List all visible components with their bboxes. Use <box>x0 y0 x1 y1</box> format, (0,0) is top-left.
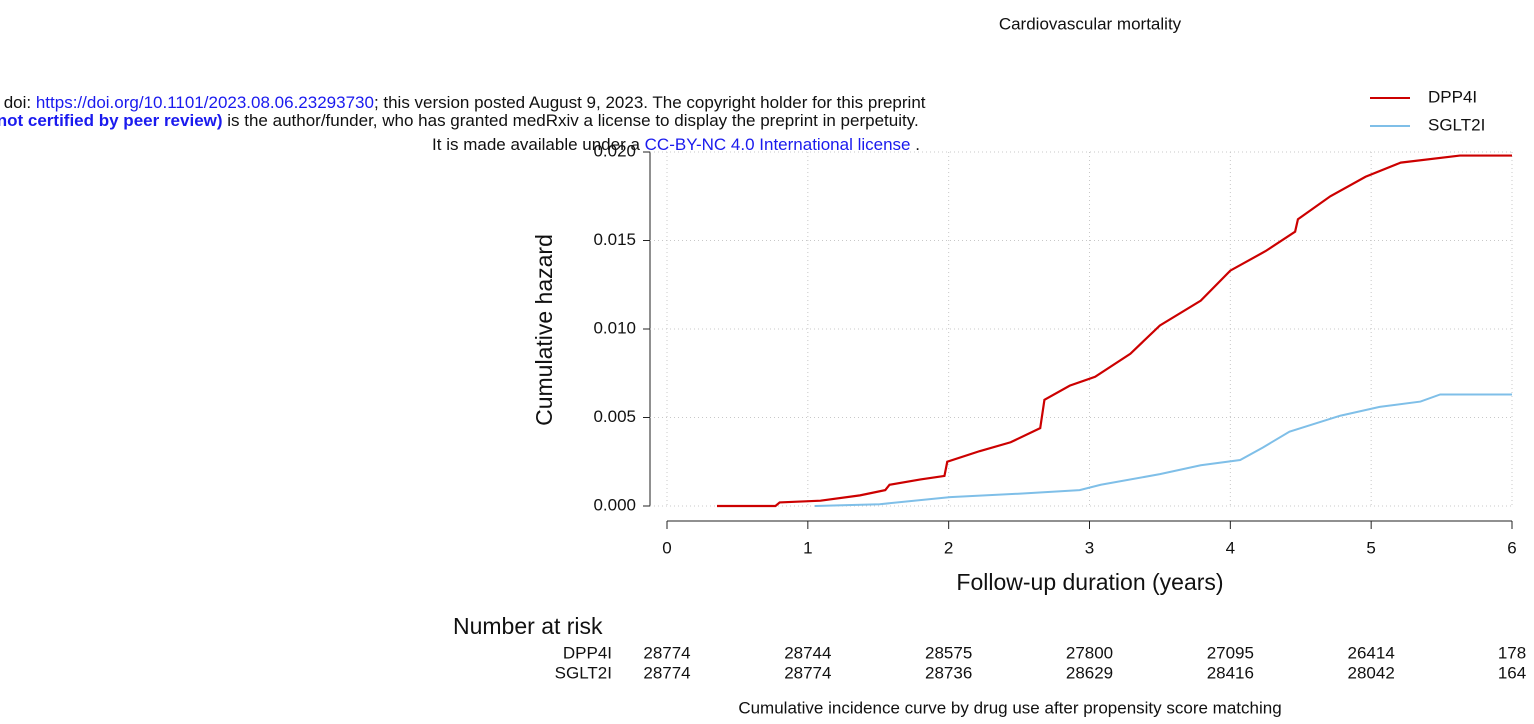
banner-text: It is made available under a <box>432 135 645 154</box>
doi-link[interactable]: https://doi.org/10.1101/2023.08.06.23293… <box>36 93 374 112</box>
risk-value: 178 <box>1498 643 1526 662</box>
risk-row-label: SGLT2I <box>555 663 612 682</box>
legend-label: DPP4I <box>1428 87 1477 106</box>
banner-line: It is made available under a CC-BY-NC 4.… <box>432 135 920 154</box>
x-tick-label: 1 <box>803 538 812 557</box>
banner-text: medRxiv preprint doi: <box>0 93 36 112</box>
risk-value: 28416 <box>1207 663 1254 682</box>
risk-value: 164 <box>1498 663 1526 682</box>
x-tick-label: 4 <box>1226 538 1235 557</box>
banner-text: . <box>911 135 920 154</box>
risk-value: 28774 <box>643 663 690 682</box>
risk-value: 27800 <box>1066 643 1113 662</box>
license-link[interactable]: CC-BY-NC 4.0 International license <box>645 135 911 154</box>
banner-text: ; this version posted August 9, 2023. Th… <box>374 93 926 112</box>
risk-value: 26414 <box>1348 643 1395 662</box>
y-tick-label: 0.005 <box>593 407 636 426</box>
risk-value: 28736 <box>925 663 972 682</box>
risk-value: 28042 <box>1348 663 1395 682</box>
risk-title: Number at risk <box>453 613 603 639</box>
y-axis-label: Cumulative hazard <box>531 234 557 426</box>
x-tick-label: 0 <box>662 538 671 557</box>
risk-value: 28744 <box>784 643 831 662</box>
x-axis-label: Follow-up duration (years) <box>956 569 1223 595</box>
line-series <box>814 393 1512 507</box>
banner-line: (which was not certified by peer review)… <box>0 111 919 130</box>
banner-line: medRxiv preprint doi: https://doi.org/10… <box>0 93 926 112</box>
x-tick-label: 3 <box>1085 538 1094 557</box>
risk-value: 28575 <box>925 643 972 662</box>
risk-row-label: DPP4I <box>563 643 612 662</box>
caption: Cumulative incidence curve by drug use a… <box>738 698 1281 717</box>
risk-value: 27095 <box>1207 643 1254 662</box>
chart-title: Cardiovascular mortality <box>999 14 1182 33</box>
risk-value: 28774 <box>784 663 831 682</box>
risk-value: 28774 <box>643 643 690 662</box>
y-tick-label: 0.015 <box>593 230 636 249</box>
risk-value: 28629 <box>1066 663 1113 682</box>
x-tick-label: 6 <box>1507 538 1516 557</box>
y-tick-label: 0.000 <box>593 495 636 514</box>
y-tick-label: 0.020 <box>593 141 636 160</box>
legend-label: SGLT2I <box>1428 115 1485 134</box>
banner-text: (which was not certified by peer review) <box>0 111 223 130</box>
line-series <box>716 154 1512 508</box>
x-tick-label: 5 <box>1366 538 1375 557</box>
banner-text: is the author/funder, who has granted me… <box>223 111 919 130</box>
x-tick-label: 2 <box>944 538 953 557</box>
y-tick-label: 0.010 <box>593 318 636 337</box>
